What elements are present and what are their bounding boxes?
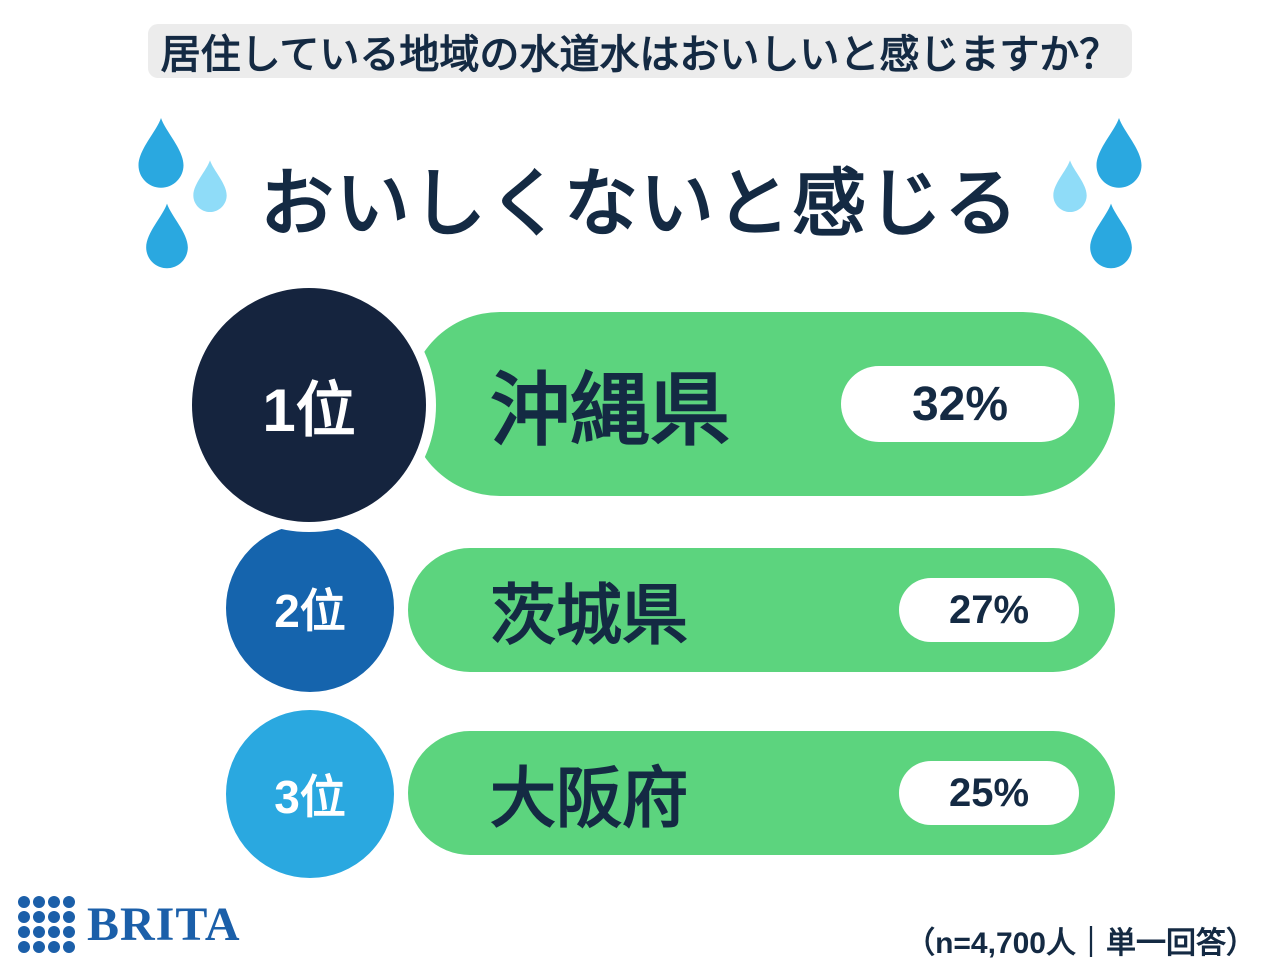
- ranking-bar-1: 沖縄県 32%: [408, 312, 1115, 496]
- water-drop-icon: [1050, 158, 1090, 216]
- percent-badge: 32%: [841, 366, 1079, 442]
- sample-note: （n=4,700人｜単一回答）: [905, 927, 1256, 960]
- prefecture-label: 茨城県: [490, 578, 688, 652]
- question-text: 居住している地域の水道水はおいしいと感じますか？: [160, 33, 1120, 77]
- ranking-bar-3: 大阪府 25%: [408, 731, 1115, 855]
- rank-label: 1位: [262, 376, 356, 444]
- rank-circle-2: 2位: [216, 514, 404, 702]
- water-drop-icon: [190, 158, 230, 216]
- rank-circle-1: 1位: [182, 278, 436, 532]
- rank-label: 2位: [274, 585, 346, 637]
- water-drop-icon: [142, 202, 192, 272]
- brand-wordmark: BRITA: [87, 898, 241, 951]
- percent-badge: 25%: [899, 761, 1079, 825]
- rank-label: 3位: [274, 771, 346, 823]
- brita-dots-icon: [18, 896, 75, 953]
- page-title: おいしくないと感じる: [260, 162, 1020, 245]
- prefecture-label: 沖縄県: [490, 366, 730, 455]
- water-drop-icon: [1086, 202, 1136, 272]
- prefecture-label: 大阪府: [490, 761, 688, 835]
- percent-badge: 27%: [899, 578, 1079, 642]
- water-drop-icon: [1092, 116, 1146, 192]
- brita-logo: BRITA: [18, 896, 240, 953]
- ranking-bar-2: 茨城県 27%: [408, 548, 1115, 672]
- question-banner: 居住している地域の水道水はおいしいと感じますか？: [148, 24, 1132, 78]
- water-drop-icon: [134, 116, 188, 192]
- rank-circle-3: 3位: [216, 700, 404, 888]
